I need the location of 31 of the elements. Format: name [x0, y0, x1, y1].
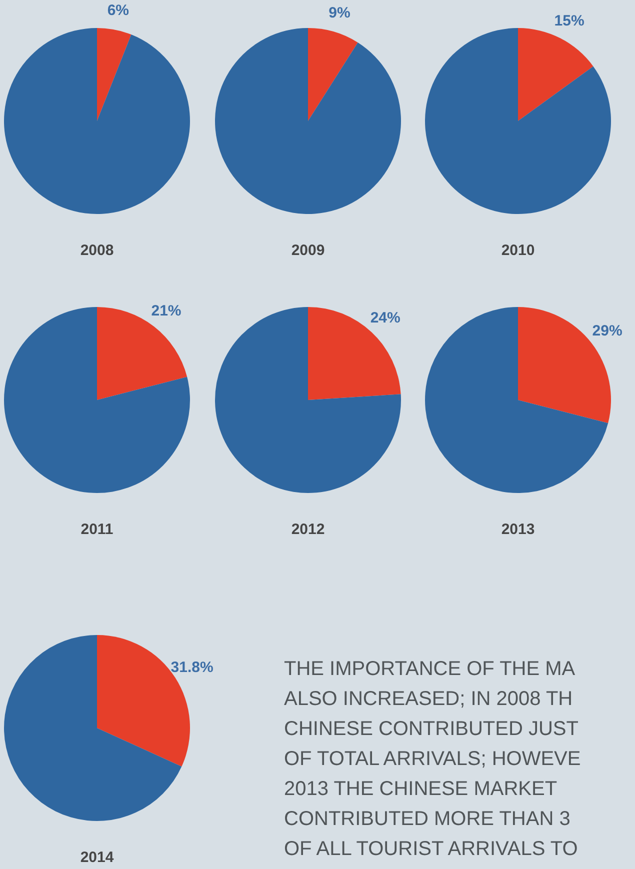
text: 2010 [501, 242, 535, 259]
text: 2013 [501, 521, 535, 538]
pie-slice [4, 307, 190, 493]
pie-slice [308, 307, 401, 400]
text: CHINESE CONTRIBUTED JUST [284, 718, 578, 740]
text: 2014 [80, 849, 114, 866]
text: CONTRIBUTED MORE THAN 3 [284, 808, 570, 830]
pie-slice [4, 28, 190, 214]
pie-slice [215, 28, 401, 214]
text: OF ALL TOURIST ARRIVALS TO [284, 838, 578, 860]
data-label: 29% [592, 322, 622, 340]
data-label: 24% [370, 310, 400, 327]
text: 2013 THE CHINESE MARKET [284, 778, 558, 800]
pie-slice [97, 28, 132, 121]
data-label: 6% [107, 2, 130, 19]
text: 2012 [291, 521, 325, 538]
pie-slice [425, 28, 611, 214]
data-label: 31.8% [170, 658, 214, 676]
pie-slice [518, 28, 594, 121]
text: 2011 [80, 521, 114, 538]
data-label: 21% [151, 302, 182, 320]
text: ALSO INCREASED; IN 2008 TH [284, 688, 573, 710]
pie-slice [97, 307, 188, 400]
text: 2009 [291, 242, 325, 259]
pie-slice [215, 307, 401, 493]
text: 2008 [80, 242, 114, 259]
pie-slice [308, 28, 358, 121]
text: OF TOTAL ARRIVALS; HOWEVE [284, 748, 581, 770]
text: THE IMPORTANCE OF THE MA [284, 658, 576, 680]
data-label: 15% [554, 12, 584, 30]
data-label: 9% [328, 4, 350, 22]
